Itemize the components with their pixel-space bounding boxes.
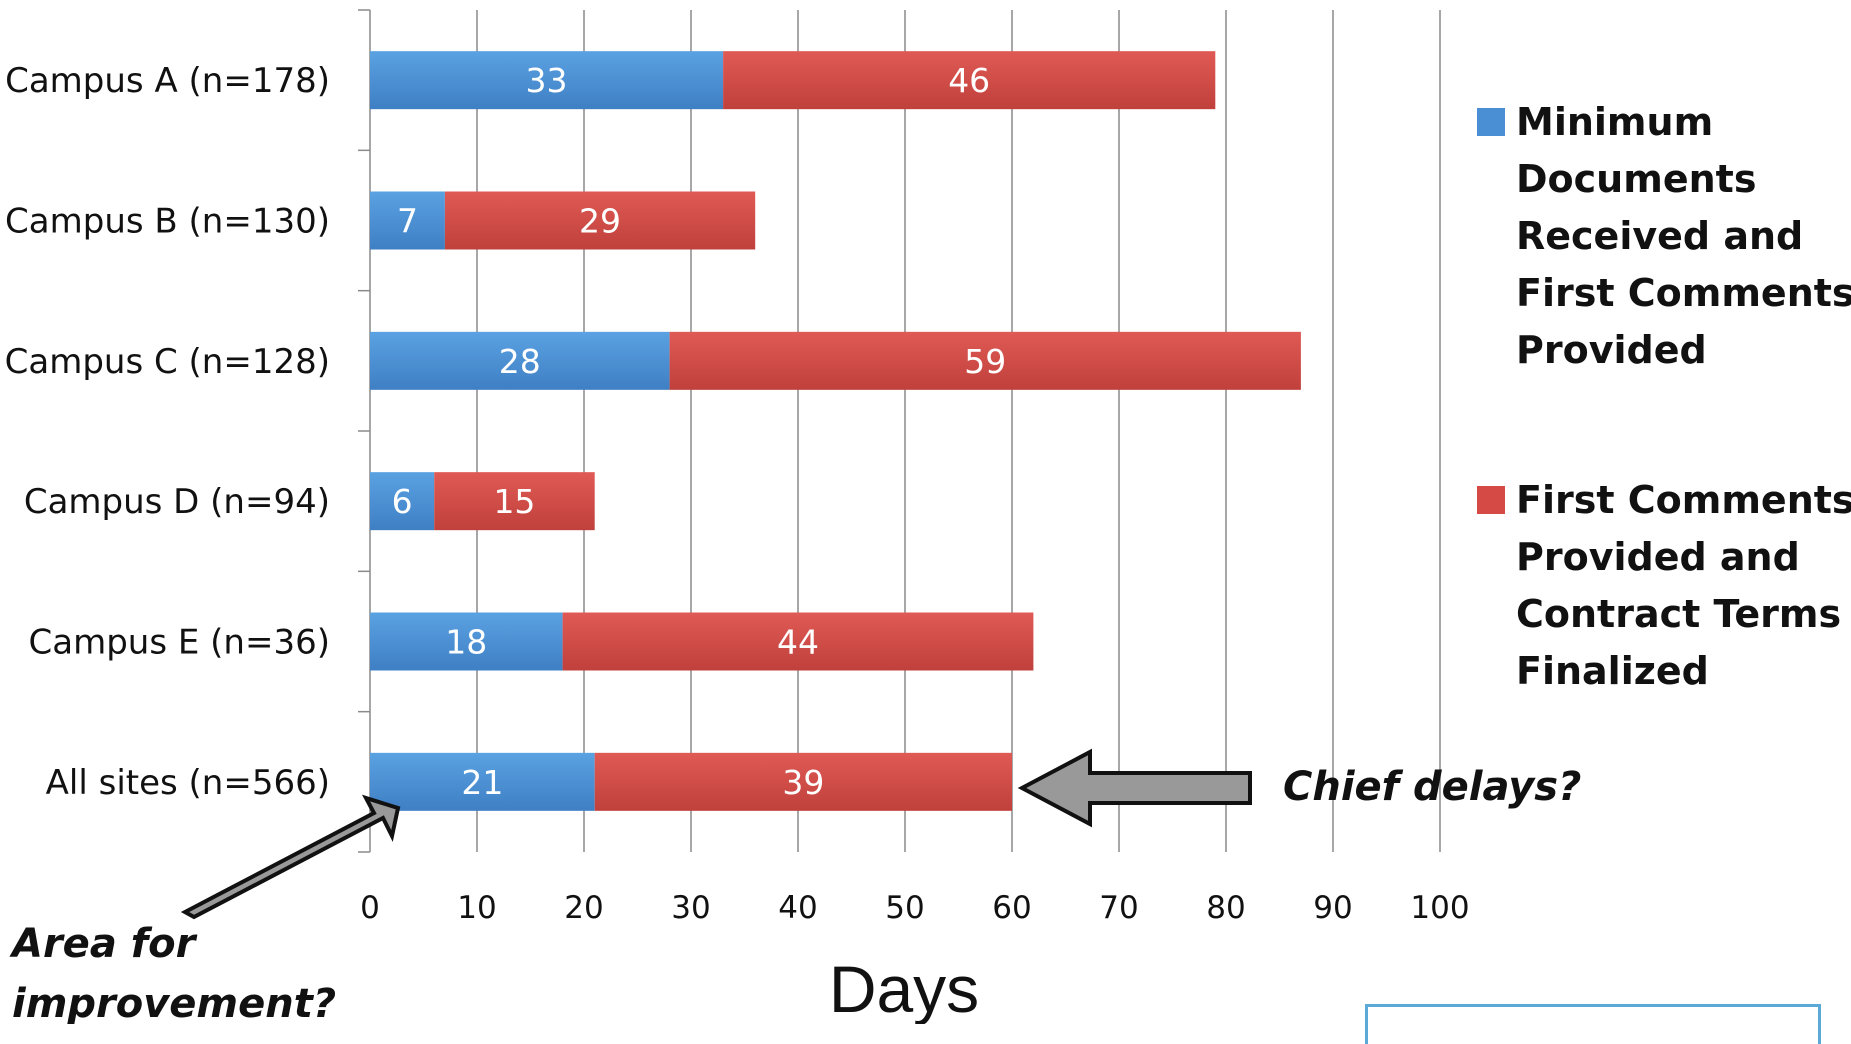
- legend: Minimum Documents Received and First Commen…: [1477, 100, 1851, 693]
- chief-delays-annotation: Chief delays?: [1283, 764, 1581, 810]
- annotations: Chief delays? Area for improvement?: [9, 748, 1581, 1024]
- bar-data-label: 29: [579, 202, 621, 241]
- x-axis-label: Days: [829, 952, 979, 1024]
- bar-data-label: 46: [948, 61, 990, 100]
- category-label-5: All sites (n=566): [46, 763, 330, 803]
- bar-blue-2: [370, 331, 670, 390]
- legend-entry-1-line: Contract Terms: [1516, 592, 1841, 636]
- legend-entry-1-line: Provided and: [1516, 535, 1800, 579]
- legend-entry-0-line: First Comments: [1516, 271, 1851, 315]
- x-tick-label-10: 10: [457, 890, 496, 926]
- category-label-2: Campus C (n=128): [5, 342, 330, 382]
- bar-red-4: [562, 612, 1034, 671]
- x-tick-label-90: 90: [1313, 890, 1352, 926]
- category-label-0: Campus A (n=178): [5, 61, 330, 101]
- logo-box: [1365, 1004, 1821, 1044]
- x-tick-label-0: 0: [360, 890, 380, 926]
- bar-red-0: [723, 51, 1216, 110]
- bar-red-1: [444, 191, 756, 250]
- category-label-4: Campus E (n=36): [29, 623, 330, 663]
- bar-blue-1: [370, 191, 445, 250]
- legend-entry-0-line: Received and: [1516, 214, 1803, 258]
- bar-data-label: 39: [782, 763, 824, 802]
- legend-entry-0-line: Provided: [1516, 328, 1707, 372]
- x-tick-label-60: 60: [992, 890, 1031, 926]
- bar-red-5: [594, 752, 1012, 811]
- x-tick-label-80: 80: [1206, 890, 1245, 926]
- area-improvement-annotation-line2: improvement?: [12, 981, 336, 1024]
- legend-swatch-0: [1477, 108, 1505, 136]
- bar-data-label: 18: [445, 623, 487, 662]
- bar-red-3: [434, 472, 595, 531]
- bar-data-label: 59: [964, 342, 1006, 381]
- bar-data-label: 15: [493, 482, 535, 521]
- area-improvement-arrow: [180, 794, 401, 920]
- x-tick-label-30: 30: [671, 890, 710, 926]
- bar-blue-4: [370, 612, 563, 671]
- bar-data-label: 7: [397, 202, 418, 241]
- x-tick-label-50: 50: [885, 890, 924, 926]
- category-label-1: Campus B (n=130): [5, 202, 330, 242]
- legend-entry-0-line: Minimum: [1516, 100, 1713, 144]
- bar-blue-0: [370, 51, 724, 110]
- bar-red-2: [669, 331, 1301, 390]
- gridlines: [476, 10, 1441, 852]
- bar-data-label: 28: [499, 342, 541, 381]
- x-tick-label-70: 70: [1099, 890, 1138, 926]
- bar-data-label: 44: [777, 623, 819, 662]
- axes: [358, 9, 371, 853]
- category-label-3: Campus D (n=94): [24, 482, 330, 522]
- legend-entry-0-line: Documents: [1516, 157, 1756, 201]
- bar-blue-3: [370, 472, 435, 531]
- x-tick-label-100: 100: [1410, 890, 1469, 926]
- labels: 0 10 20 30 40 50 60 70 80 90 100 33 46 Campus A (n=17…: [5, 61, 1470, 1024]
- legend-entry-1-line: First Comments: [1516, 478, 1851, 522]
- bar-data-label: 33: [526, 61, 568, 100]
- bar-data-label: 21: [461, 763, 503, 802]
- chief-delays-arrow: [1017, 748, 1252, 828]
- area-improvement-annotation-line1: Area for: [9, 921, 198, 967]
- x-tick-label-20: 20: [564, 890, 603, 926]
- legend-entry-1-line: Finalized: [1516, 649, 1709, 693]
- bar-data-label: 6: [392, 482, 413, 521]
- bars: [370, 51, 1301, 811]
- legend-swatch-1: [1477, 486, 1505, 514]
- bar-blue-5: [370, 752, 595, 811]
- x-tick-label-40: 40: [778, 890, 817, 926]
